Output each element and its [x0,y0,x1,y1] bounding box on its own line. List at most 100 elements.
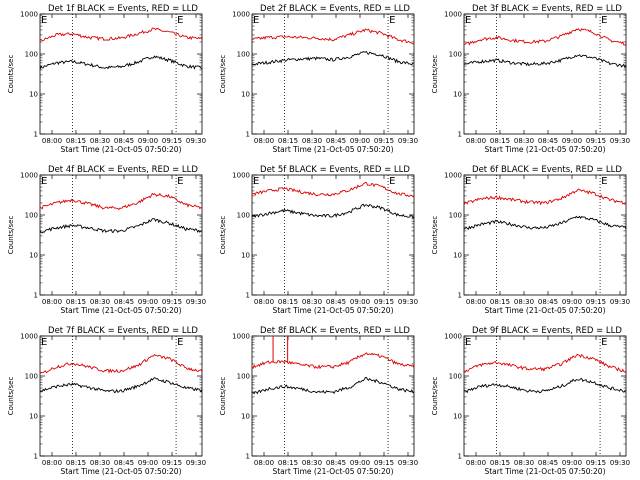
x-tick-label: 09:00 [562,298,582,306]
series-line-lld [463,353,627,374]
x-tick-label: 09:00 [350,298,370,306]
y-axis-label: Counts/sec [7,55,15,94]
x-tick-label: 08:30 [90,298,110,306]
annotation-label: E [465,176,471,187]
x-axis-label: Start Time (21-Oct-05 07:50:20) [484,306,605,315]
x-tick-label: 08:30 [90,459,110,467]
chart-title: Det 7f BLACK = Events, RED = LLD [48,326,198,336]
x-tick-label: 08:00 [254,137,274,145]
annotation-label: E [601,337,607,348]
series-line-lld [39,192,203,211]
y-tick-label: 1000 [444,11,462,19]
x-tick-label: 08:30 [302,298,322,306]
chart-title: Det 4f BLACK = Events, RED = LLD [48,165,198,175]
series-line-events [251,51,415,66]
series-line-lld [251,181,414,198]
y-tick-label: 1 [246,292,250,300]
annotation-label: E [601,15,607,26]
x-tick-label: 09:30 [186,459,206,467]
x-tick-label: 08:00 [42,298,62,306]
x-axis-label: Start Time (21-Oct-05 07:50:20) [484,467,605,476]
x-tick-label: 08:15 [490,459,510,467]
plot-frame [251,174,415,296]
x-tick-label: 08:15 [66,459,86,467]
y-tick-label: 1000 [20,11,38,19]
y-tick-label: 1000 [232,11,250,19]
series-line-lld [39,27,203,42]
y-tick-label: 10 [453,252,462,260]
y-tick-label: 100 [25,51,38,59]
chart-panel-3: Det 3f BLACK = Events, RED = LLD 08:00 08:… [431,4,630,154]
chart-panel-8: Det 8f BLACK = Events, RED = LLD 08:00 08:… [219,326,418,476]
x-tick-label: 08:15 [490,298,510,306]
chart-panel-1: Det 1f BLACK = Events, RED = LLD 08:00 08:… [7,4,206,154]
x-tick-label: 09:30 [398,298,418,306]
y-tick-label: 1 [458,292,462,300]
x-tick-label: 08:30 [90,137,110,145]
y-tick-label: 1000 [232,333,250,341]
x-tick-label: 08:45 [326,298,346,306]
chart-title: Det 8f BLACK = Events, RED = LLD [260,326,410,336]
x-axis-label: Start Time (21-Oct-05 07:50:20) [60,467,181,476]
annotation-label: E [601,176,607,187]
y-tick-label: 100 [449,373,462,381]
plot-frame [39,174,203,296]
y-tick-label: 100 [25,373,38,381]
y-axis-label: Counts/sec [7,377,15,416]
x-tick-label: 09:00 [562,459,582,467]
x-tick-label: 08:00 [466,298,486,306]
chart-panel-7: Det 7f BLACK = Events, RED = LLD 08:00 08:… [7,326,206,476]
y-axis-label: Counts/sec [431,216,439,255]
x-tick-label: 09:30 [610,137,630,145]
x-tick-label: 08:45 [326,137,346,145]
x-tick-label: 09:00 [138,137,158,145]
x-tick-label: 09:30 [398,459,418,467]
x-tick-label: 08:00 [42,459,62,467]
annotation-label: E [253,176,259,187]
y-tick-label: 10 [241,252,250,260]
y-axis-label: Counts/sec [219,216,227,255]
y-axis-label: Counts/sec [431,377,439,416]
y-tick-label: 100 [237,212,250,220]
annotation-label: E [177,15,183,26]
y-tick-label: 1 [34,131,38,139]
x-axis-label: Start Time (21-Oct-05 07:50:20) [60,145,181,154]
series-line-events [39,55,203,70]
annotation-label: E [389,176,395,187]
y-tick-label: 10 [29,413,38,421]
chart-panel-9: Det 9f BLACK = Events, RED = LLD 08:00 08:… [431,326,630,476]
x-tick-label: 09:15 [374,298,394,306]
x-tick-label: 08:15 [66,137,86,145]
y-axis-label: Counts/sec [219,377,227,416]
y-tick-label: 100 [449,212,462,220]
x-tick-label: 09:30 [610,459,630,467]
y-tick-label: 1 [34,292,38,300]
series-line-events [39,377,203,394]
chart-title: Det 9f BLACK = Events, RED = LLD [472,326,622,336]
x-tick-label: 08:45 [114,459,134,467]
plot-frame [463,174,627,296]
x-axis-label: Start Time (21-Oct-05 07:50:20) [272,306,393,315]
plot-frame [463,13,627,135]
y-tick-label: 100 [237,373,250,381]
x-tick-label: 08:00 [42,137,62,145]
y-tick-label: 1000 [444,172,462,180]
y-tick-label: 100 [237,51,250,59]
y-tick-label: 1000 [20,333,38,341]
annotation-label: E [177,337,183,348]
x-tick-label: 08:15 [278,298,298,306]
x-axis-label: Start Time (21-Oct-05 07:50:20) [484,145,605,154]
y-tick-label: 1 [246,131,250,139]
x-tick-label: 08:45 [114,137,134,145]
x-tick-label: 08:30 [514,137,534,145]
x-axis-label: Start Time (21-Oct-05 07:50:20) [60,306,181,315]
series-line-events [463,215,627,231]
plot-frame [463,335,627,457]
x-tick-label: 08:45 [538,137,558,145]
x-tick-label: 08:30 [514,459,534,467]
series-line-lld [39,353,203,375]
plot-frame [251,335,415,457]
x-tick-label: 08:45 [326,459,346,467]
annotation-label: E [177,176,183,187]
chart-title: Det 5f BLACK = Events, RED = LLD [260,165,410,175]
